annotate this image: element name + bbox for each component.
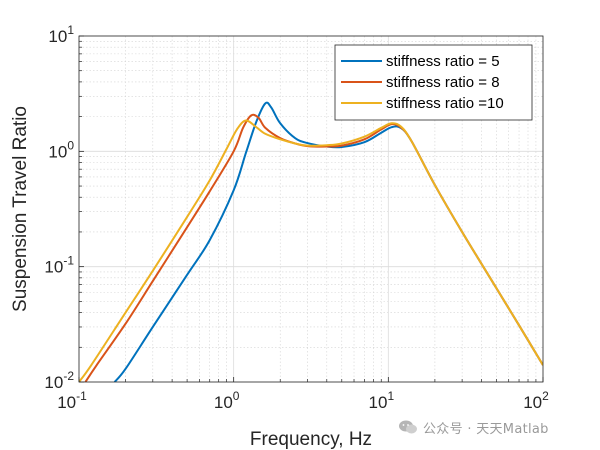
legend-label-2: stiffness ratio = 8 bbox=[386, 74, 500, 91]
y-tick-labels: 10-2 10-1 100 101 bbox=[44, 23, 74, 392]
y-tick-label: 10-1 bbox=[44, 254, 74, 277]
chat-bubbles-icon bbox=[399, 420, 417, 434]
minor-grid bbox=[79, 36, 543, 382]
series-layer bbox=[79, 101, 543, 382]
x-tick-label: 101 bbox=[369, 389, 395, 412]
watermark-text: 公众号 · 天天Matlab bbox=[423, 421, 549, 437]
legend: stiffness ratio = 5 stiffness ratio = 8 st… bbox=[334, 44, 533, 121]
watermark: 公众号 · 天天Matlab bbox=[398, 417, 549, 437]
y-tick-label: 101 bbox=[48, 23, 74, 46]
y-tick-label: 100 bbox=[48, 138, 74, 161]
y-tick-label: 10-2 bbox=[44, 369, 74, 392]
y-axis-label: Suspension Travel Ratio bbox=[10, 106, 31, 312]
x-tick-label: 100 bbox=[214, 389, 240, 412]
x-tick-labels: 10-1 100 101 102 bbox=[57, 389, 549, 412]
axis-ticks bbox=[78, 35, 544, 383]
series-line-3 bbox=[79, 119, 543, 382]
plot-frame bbox=[78, 35, 544, 383]
x-tick-label: 10-1 bbox=[57, 389, 87, 412]
x-axis-label: Frequency, Hz bbox=[250, 429, 372, 450]
legend-label-1: stiffness ratio = 5 bbox=[386, 53, 500, 70]
x-tick-label: 102 bbox=[523, 389, 549, 412]
legend-label-3: stiffness ratio =10 bbox=[386, 95, 504, 112]
